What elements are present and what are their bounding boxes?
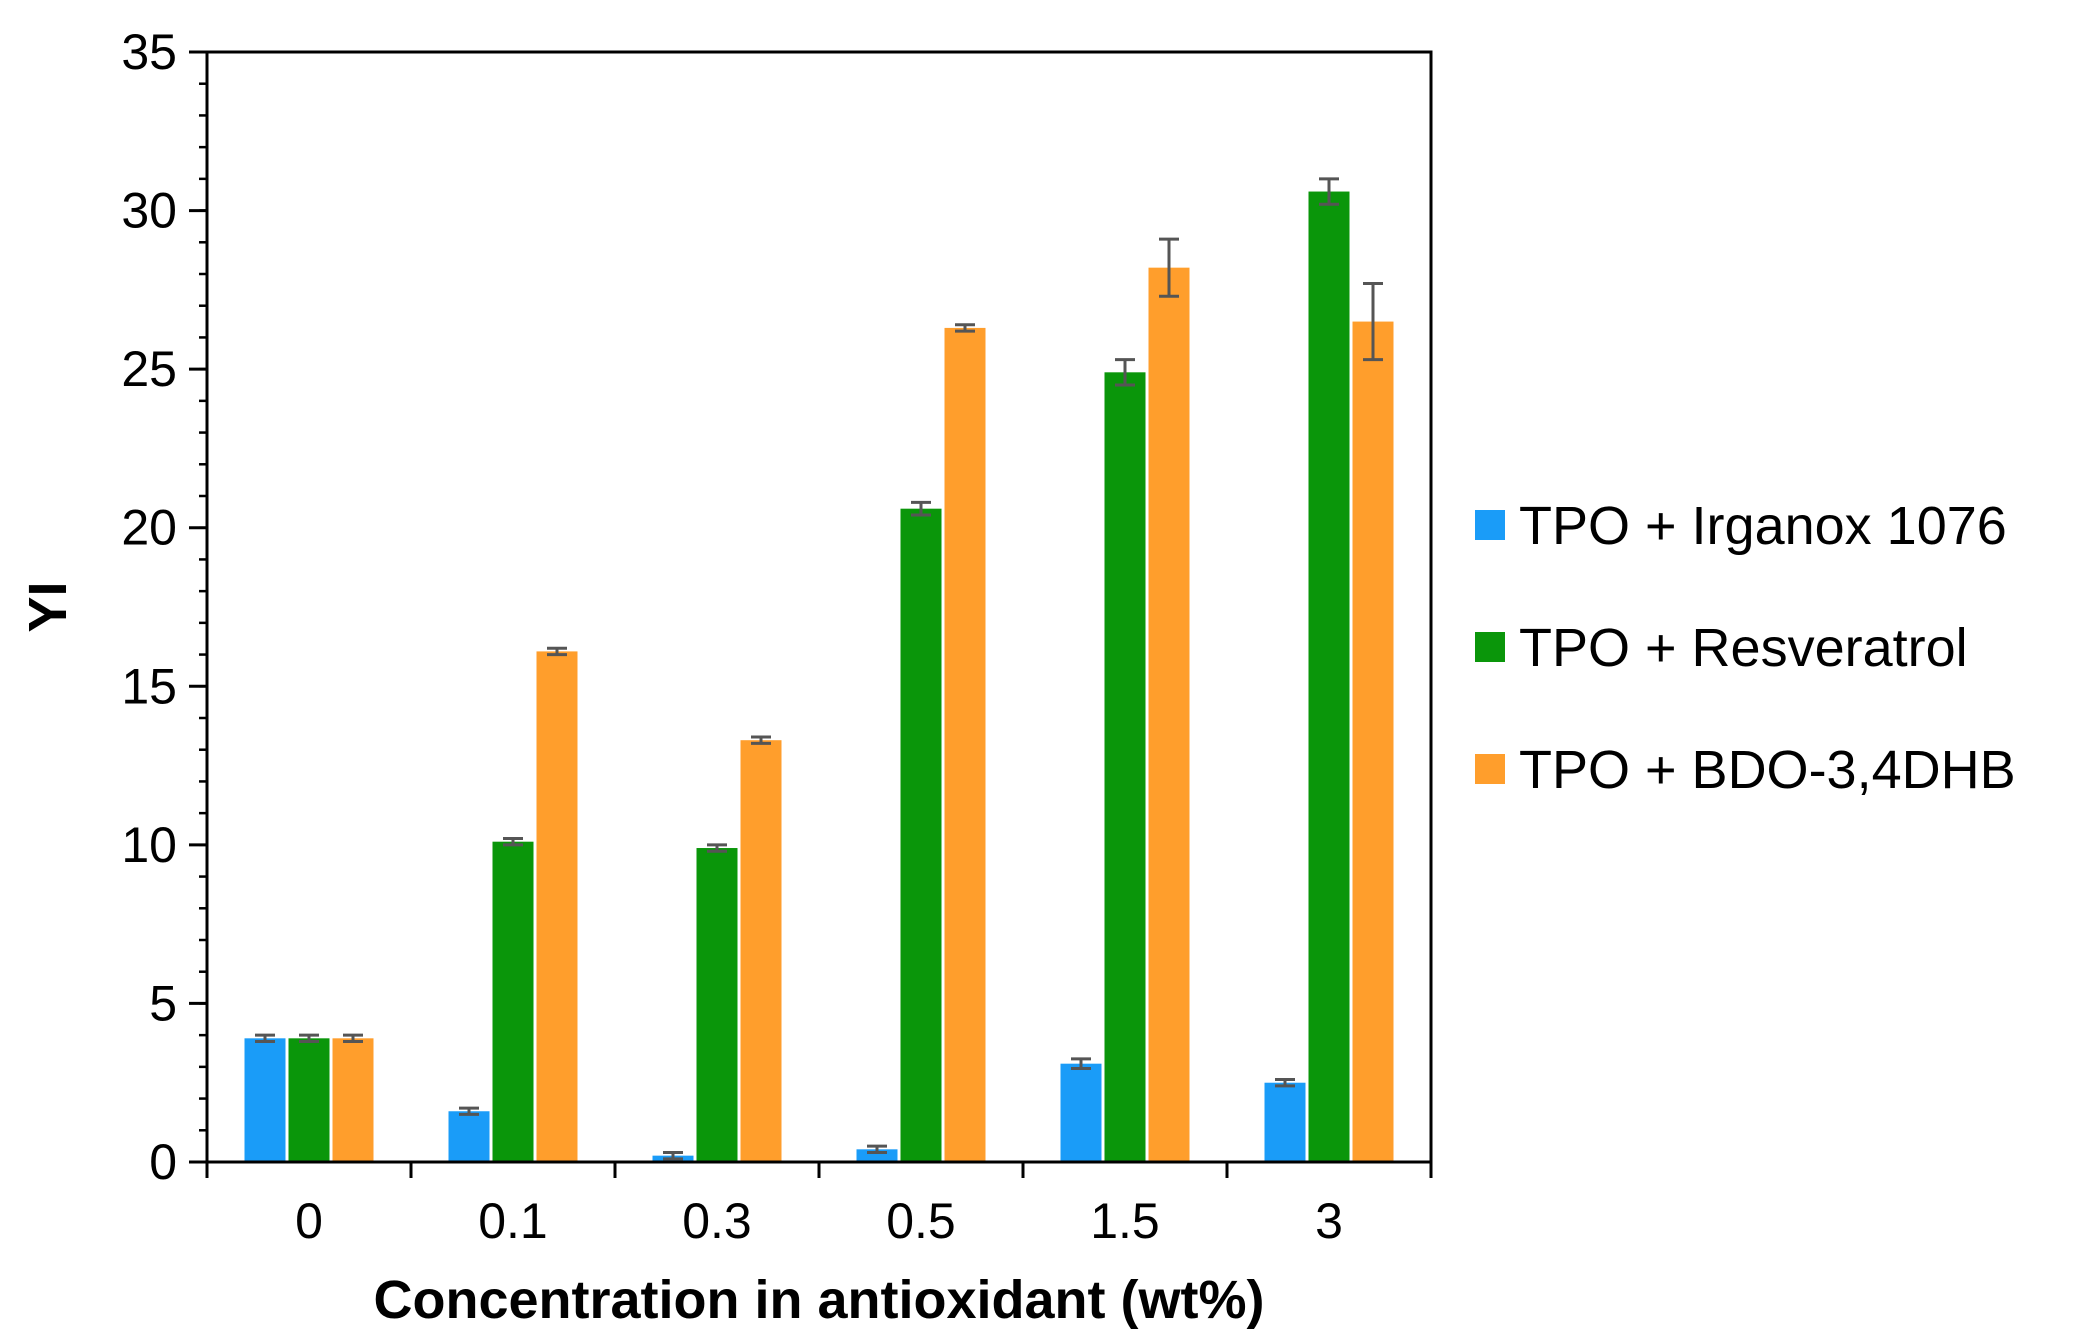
bar [1060, 1063, 1102, 1162]
y-axis-title: YI [18, 581, 78, 632]
bar [332, 1038, 374, 1162]
plot-area [244, 177, 1394, 1163]
y-tick-label: 15 [121, 658, 177, 714]
legend-label: TPO + Irganox 1076 [1519, 496, 2007, 556]
y-tick-label: 20 [121, 500, 177, 556]
bar [288, 1038, 330, 1162]
bar [696, 848, 738, 1162]
y-tick-label: 5 [149, 975, 177, 1031]
bar [856, 1149, 898, 1162]
bar [1352, 321, 1394, 1163]
y-tick-label: 10 [121, 817, 177, 873]
y-tick-label: 0 [149, 1134, 177, 1190]
bar [244, 1038, 286, 1162]
bar [492, 841, 534, 1162]
legend-label: TPO + BDO-3,4DHB [1519, 740, 2016, 800]
legend-swatch [1475, 632, 1505, 662]
x-tick-label: 0 [295, 1193, 323, 1249]
y-tick-label: 35 [121, 24, 177, 80]
y-tick-label: 30 [121, 183, 177, 239]
bar [1308, 191, 1350, 1163]
legend-swatch [1475, 510, 1505, 540]
legend-swatch [1475, 754, 1505, 784]
x-tick-label: 0.1 [478, 1193, 548, 1249]
legend-label: TPO + Resveratrol [1519, 618, 1968, 678]
bar [1264, 1082, 1306, 1162]
bar [536, 651, 578, 1162]
bar [448, 1111, 490, 1162]
x-axis-title: Concentration in antioxidant (wt%) [374, 1270, 1265, 1330]
y-tick-label: 25 [121, 341, 177, 397]
x-tick-label: 1.5 [1090, 1193, 1160, 1249]
axes: 0 5 10 15 20 25 30 35 0 0.1 0.3 0.5 1.5 3 [121, 24, 1433, 1249]
plot-frame [205, 50, 1433, 1164]
bar [1148, 267, 1190, 1163]
bar [1104, 372, 1146, 1162]
x-tick-label: 0.5 [886, 1193, 956, 1249]
bar [900, 508, 942, 1163]
x-tick-label: 3 [1315, 1193, 1343, 1249]
x-tick-label: 0.3 [682, 1193, 752, 1249]
bar [944, 327, 986, 1162]
legend: TPO + Irganox 1076 TPO + Resveratrol TPO +… [1475, 496, 2016, 800]
bar [740, 740, 782, 1162]
